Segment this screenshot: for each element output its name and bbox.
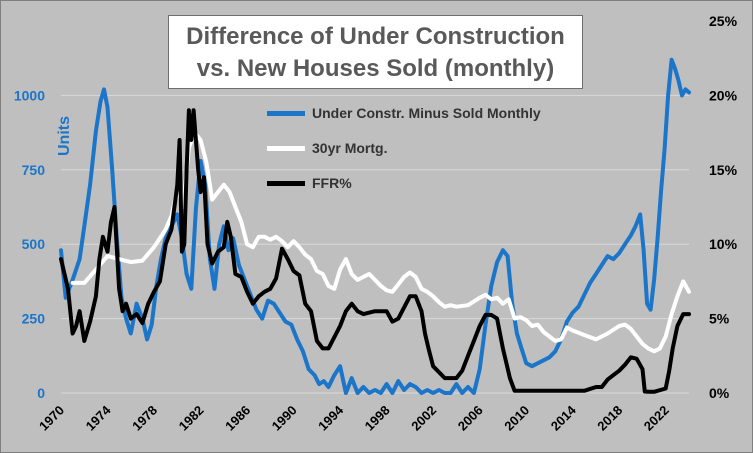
legend-label-under-construction: Under Constr. Minus Sold Monthly <box>312 105 541 121</box>
series-under-construction-line <box>59 57 691 395</box>
y-axis-label: Units <box>56 116 73 156</box>
y-right-tick-label: 0% <box>709 385 730 401</box>
chart-title: Difference of Under Construction vs. New… <box>168 15 583 89</box>
y-left-tick-label: 500 <box>22 236 46 252</box>
x-tick-label: 2022 <box>641 403 672 434</box>
legend-swatch-mortgage <box>267 145 305 151</box>
legend-swatch-ffr <box>267 180 305 186</box>
x-tick-label: 1986 <box>222 403 253 434</box>
y-right-tick-label: 15% <box>709 162 738 178</box>
x-tick-label: 2006 <box>455 403 486 434</box>
y-left-tick-label: 0 <box>37 385 45 401</box>
x-tick-label: 1982 <box>176 403 207 434</box>
series-ffr-line <box>59 108 691 394</box>
x-tick-label: 1978 <box>129 403 160 434</box>
legend-item-ffr: FFR% <box>267 173 352 193</box>
x-tick-label: 1998 <box>362 403 393 434</box>
x-tick-label: 2014 <box>548 402 580 434</box>
legend-item-under-construction: Under Constr. Minus Sold Monthly <box>267 103 541 123</box>
y-right-tick-label: 25% <box>709 13 738 29</box>
y-right-tick-label: 20% <box>709 87 738 103</box>
y-left-tick-label: 1000 <box>14 87 45 103</box>
legend-label-ffr: FFR% <box>312 175 352 191</box>
y-left-tick-label: 750 <box>22 162 46 178</box>
chart-title-line-2: vs. New Houses Sold (monthly) <box>196 55 555 82</box>
x-tick-label: 2018 <box>594 403 625 434</box>
x-tick-label: 1970 <box>36 403 67 434</box>
y-right-tick-label: 10% <box>709 236 738 252</box>
legend-item-mortgage: 30yr Mortg. <box>267 138 387 158</box>
x-tick-label: 1994 <box>315 402 347 434</box>
legend-swatch-under-construction <box>267 110 305 116</box>
y-right-tick-label: 5% <box>709 311 730 327</box>
series-lines <box>59 57 691 395</box>
x-tick-label: 2010 <box>501 403 532 434</box>
x-tick-label: 2002 <box>408 403 439 434</box>
legend-label-mortgage: 30yr Mortg. <box>312 140 388 156</box>
y-left-tick-label: 250 <box>22 311 46 327</box>
x-tick-label: 1974 <box>83 402 115 434</box>
chart-title-line-1: Difference of Under Construction <box>186 23 565 50</box>
series-mortgage-line <box>70 130 691 354</box>
x-tick-label: 1990 <box>269 403 300 434</box>
